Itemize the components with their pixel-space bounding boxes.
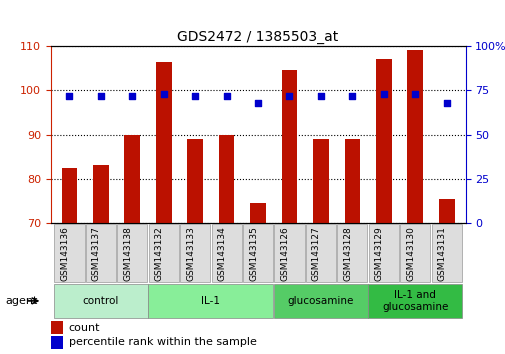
FancyBboxPatch shape — [148, 224, 178, 282]
Point — [128, 93, 136, 98]
Text: agent: agent — [5, 296, 37, 306]
Bar — [124, 135, 140, 223]
Bar — [50, 336, 63, 349]
FancyBboxPatch shape — [180, 224, 210, 282]
Text: GSM143130: GSM143130 — [406, 226, 415, 281]
Point — [316, 93, 324, 98]
Text: GSM143136: GSM143136 — [60, 226, 69, 281]
FancyBboxPatch shape — [337, 224, 367, 282]
Point — [222, 93, 230, 98]
Text: GSM143127: GSM143127 — [311, 226, 320, 281]
Text: IL-1: IL-1 — [201, 296, 220, 306]
Text: GSM143128: GSM143128 — [343, 226, 351, 281]
Text: IL-1 and
glucosamine: IL-1 and glucosamine — [381, 290, 447, 312]
FancyBboxPatch shape — [368, 284, 461, 318]
FancyBboxPatch shape — [431, 224, 461, 282]
FancyBboxPatch shape — [54, 284, 147, 318]
Text: GSM143135: GSM143135 — [248, 226, 258, 281]
Text: glucosamine: glucosamine — [287, 296, 354, 306]
Text: control: control — [82, 296, 119, 306]
Bar — [218, 135, 234, 223]
Bar — [281, 70, 297, 223]
Bar — [313, 139, 328, 223]
Bar — [407, 50, 422, 223]
FancyBboxPatch shape — [211, 224, 241, 282]
FancyBboxPatch shape — [305, 224, 335, 282]
FancyBboxPatch shape — [242, 224, 273, 282]
Bar — [93, 166, 109, 223]
Bar — [249, 203, 266, 223]
FancyBboxPatch shape — [86, 224, 116, 282]
Text: GSM143126: GSM143126 — [280, 226, 289, 281]
Text: GSM143131: GSM143131 — [437, 226, 446, 281]
Text: GSM143138: GSM143138 — [123, 226, 132, 281]
FancyBboxPatch shape — [274, 224, 304, 282]
FancyBboxPatch shape — [274, 284, 367, 318]
Point — [442, 100, 450, 105]
FancyBboxPatch shape — [117, 224, 147, 282]
Point — [379, 91, 387, 97]
Text: percentile rank within the sample: percentile rank within the sample — [69, 337, 256, 348]
Point — [65, 93, 73, 98]
Point — [347, 93, 356, 98]
Text: GSM143133: GSM143133 — [186, 226, 195, 281]
Bar — [156, 62, 171, 223]
Point — [160, 91, 168, 97]
Point — [96, 93, 105, 98]
Bar — [344, 139, 360, 223]
Point — [254, 100, 262, 105]
Bar — [187, 139, 203, 223]
Bar — [438, 199, 453, 223]
Text: GSM143134: GSM143134 — [217, 226, 226, 281]
Text: GSM143129: GSM143129 — [374, 226, 383, 281]
FancyBboxPatch shape — [54, 224, 84, 282]
Title: GDS2472 / 1385503_at: GDS2472 / 1385503_at — [177, 30, 338, 44]
Bar — [375, 59, 391, 223]
Point — [191, 93, 199, 98]
Point — [285, 93, 293, 98]
Text: GSM143132: GSM143132 — [155, 226, 164, 281]
FancyBboxPatch shape — [148, 284, 273, 318]
Point — [411, 91, 419, 97]
Text: count: count — [69, 322, 100, 332]
Bar — [62, 168, 77, 223]
Text: GSM143137: GSM143137 — [92, 226, 100, 281]
Bar — [50, 321, 63, 334]
FancyBboxPatch shape — [368, 224, 398, 282]
FancyBboxPatch shape — [399, 224, 429, 282]
